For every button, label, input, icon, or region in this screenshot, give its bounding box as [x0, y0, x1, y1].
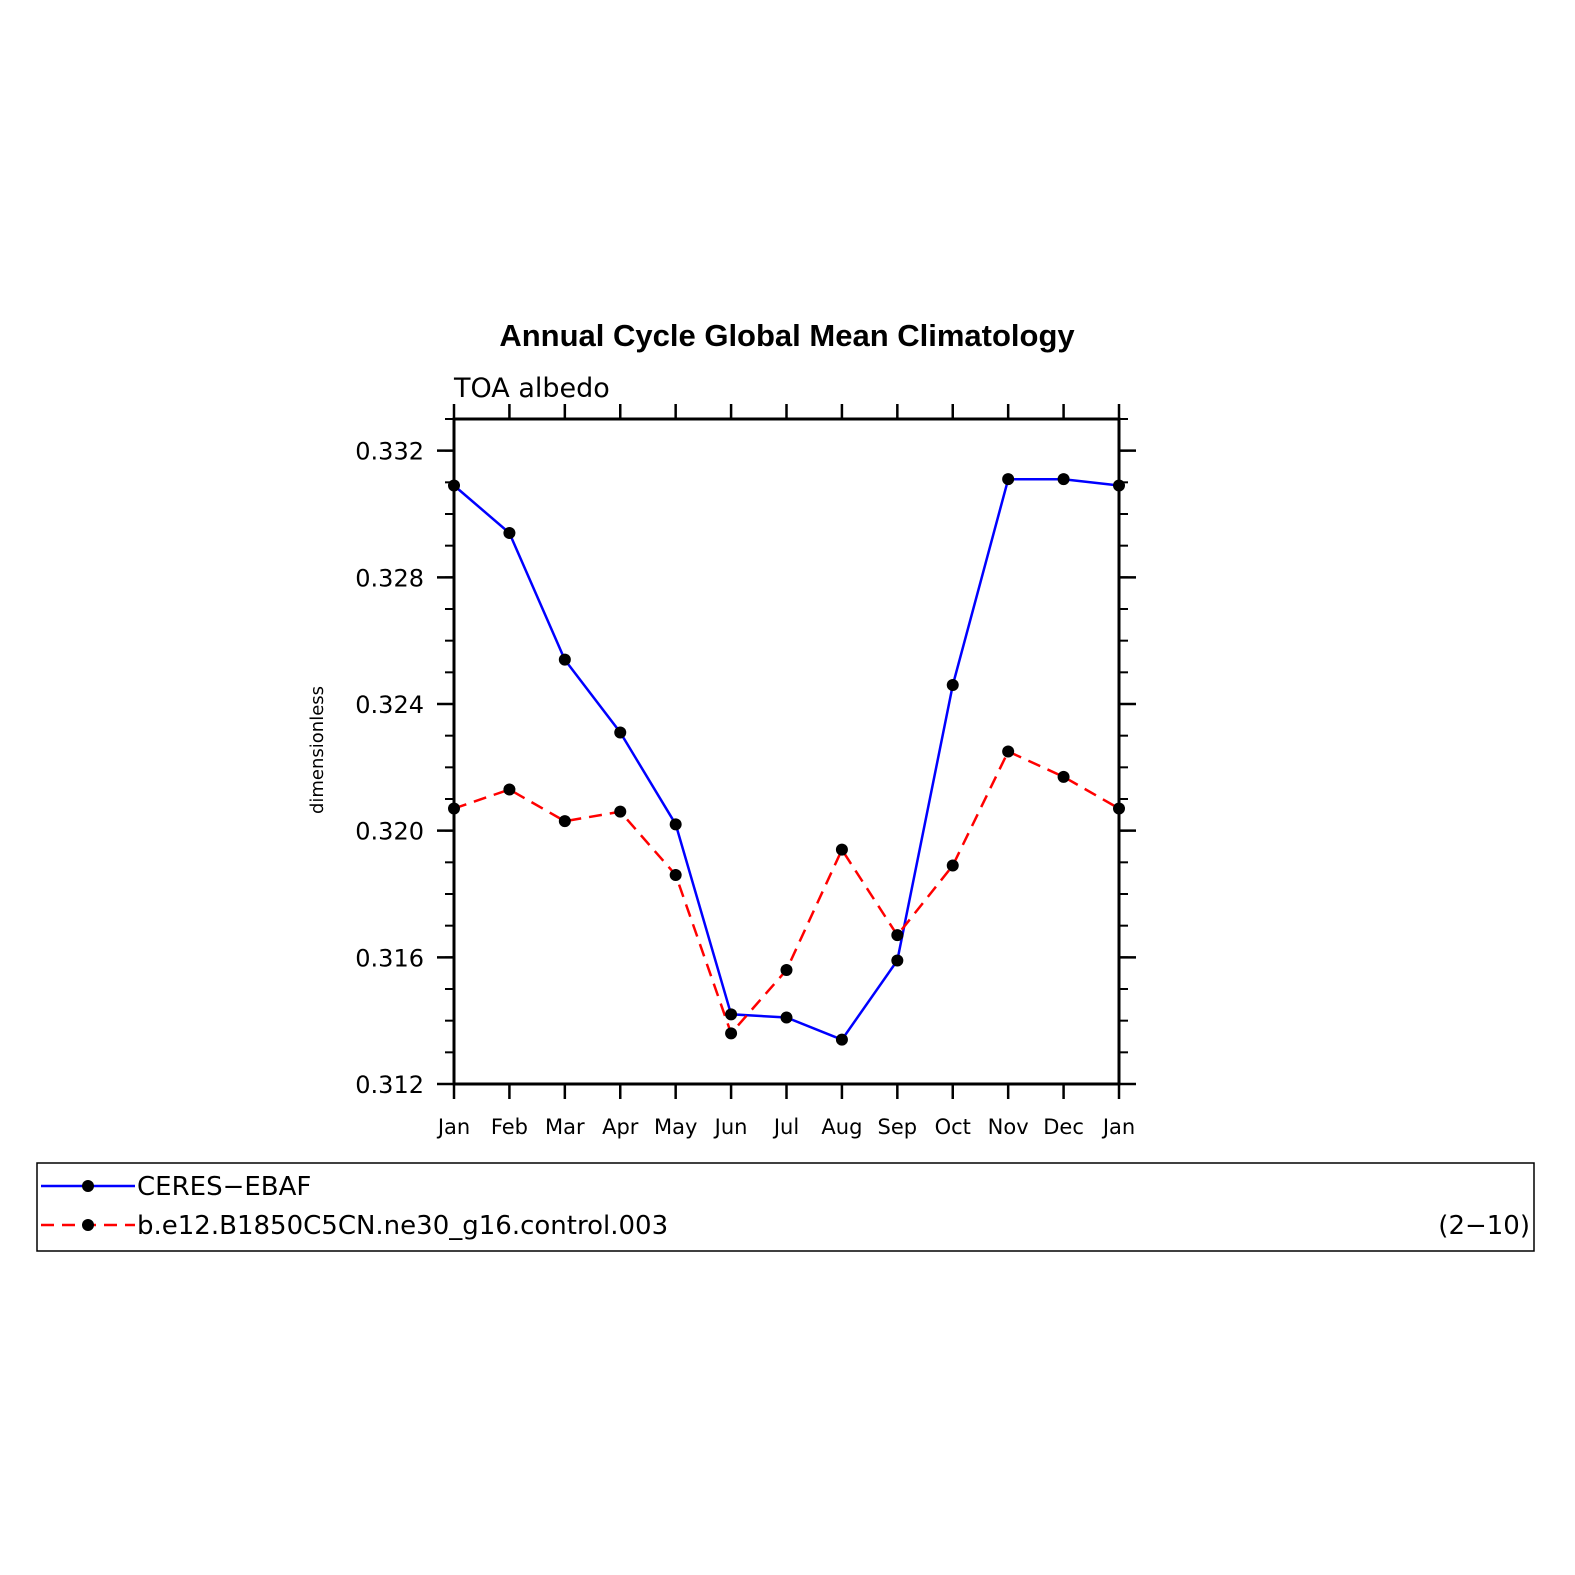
data-point-series-1: [1057, 473, 1070, 486]
legend-marker-ceres: [82, 1180, 94, 1192]
data-point-series-1: [614, 726, 627, 739]
legend-note: (2−10): [1438, 1211, 1530, 1241]
data-point-series-1: [835, 1033, 848, 1046]
y-tick-labels: 0.312 0.316 0.320 0.324 0.328 0.332: [355, 438, 424, 1099]
x-tick-label: Jan: [1101, 1115, 1135, 1139]
series-line-2: [453, 749, 1120, 1036]
legend: CERES−EBAF b.e12.B1850C5CN.ne30_g16.cont…: [36, 1162, 1535, 1252]
axis-ticks: [437, 404, 1136, 1099]
data-point-series-2: [614, 805, 627, 818]
legend-box: [36, 1162, 1535, 1252]
data-point-series-1: [1002, 473, 1015, 486]
x-tick-labels: Jan Feb Mar Apr May Jun Jul Aug Sep Oct Nov Dec Jan: [436, 1115, 1135, 1139]
y-tick-label: 0.320: [355, 818, 424, 846]
y-tick-label: 0.332: [355, 438, 424, 466]
x-tick-label: Jan: [436, 1115, 470, 1139]
series-line-1: [453, 477, 1120, 1042]
plot-frame: [452, 417, 1121, 1086]
data-point-series-1: [558, 653, 571, 666]
data-point-series-2: [946, 859, 959, 872]
x-tick-label: Apr: [602, 1115, 639, 1139]
data-point-series-1: [946, 679, 959, 691]
y-tick-label: 0.324: [355, 691, 424, 719]
x-tick-label: May: [654, 1115, 697, 1139]
data-point-series-1: [780, 1011, 793, 1024]
chart-subtitle: TOA albedo: [453, 373, 610, 404]
y-tick-label: 0.316: [355, 944, 424, 972]
data-point-series-2: [1057, 770, 1070, 783]
series-layer: [448, 473, 1125, 1046]
x-tick-label: Jul: [772, 1115, 799, 1139]
legend-entry-ceres: CERES−EBAF: [41, 1172, 311, 1202]
data-point-series-2: [448, 802, 460, 815]
legend-label-model: b.e12.B1850C5CN.ne30_g16.control.003: [137, 1211, 668, 1241]
x-tick-label: Nov: [988, 1115, 1029, 1139]
data-point-series-2: [1113, 802, 1125, 815]
data-point-series-2: [669, 869, 682, 881]
data-point-series-1: [1113, 479, 1125, 492]
chart-title: Annual Cycle Global Mean Climatology: [499, 318, 1075, 353]
data-point-series-2: [780, 964, 793, 976]
x-tick-label: Dec: [1043, 1115, 1084, 1139]
data-point-series-1: [669, 818, 682, 831]
data-point-series-2: [1002, 745, 1015, 758]
x-tick-label: Aug: [821, 1115, 862, 1139]
data-point-series-2: [891, 929, 904, 942]
data-point-series-1: [448, 479, 460, 492]
data-point-series-1: [725, 1008, 738, 1021]
x-tick-label: Sep: [878, 1115, 918, 1139]
legend-marker-model: [82, 1219, 94, 1231]
legend-entry-model: b.e12.B1850C5CN.ne30_g16.control.003: [41, 1211, 668, 1241]
legend-label-ceres: CERES−EBAF: [137, 1172, 311, 1202]
y-tick-label: 0.312: [355, 1071, 424, 1099]
data-point-series-2: [558, 815, 571, 828]
x-tick-label: Jun: [713, 1115, 748, 1139]
y-tick-label: 0.328: [355, 564, 424, 592]
data-point-series-2: [835, 843, 848, 856]
x-tick-label: Feb: [491, 1115, 528, 1139]
x-tick-label: Oct: [935, 1115, 971, 1139]
x-tick-label: Mar: [545, 1115, 585, 1139]
data-point-series-2: [503, 783, 516, 796]
data-point-series-1: [503, 527, 516, 539]
data-point-series-1: [891, 954, 904, 967]
data-point-series-2: [725, 1027, 738, 1040]
y-axis-label: dimensionless: [307, 686, 328, 814]
